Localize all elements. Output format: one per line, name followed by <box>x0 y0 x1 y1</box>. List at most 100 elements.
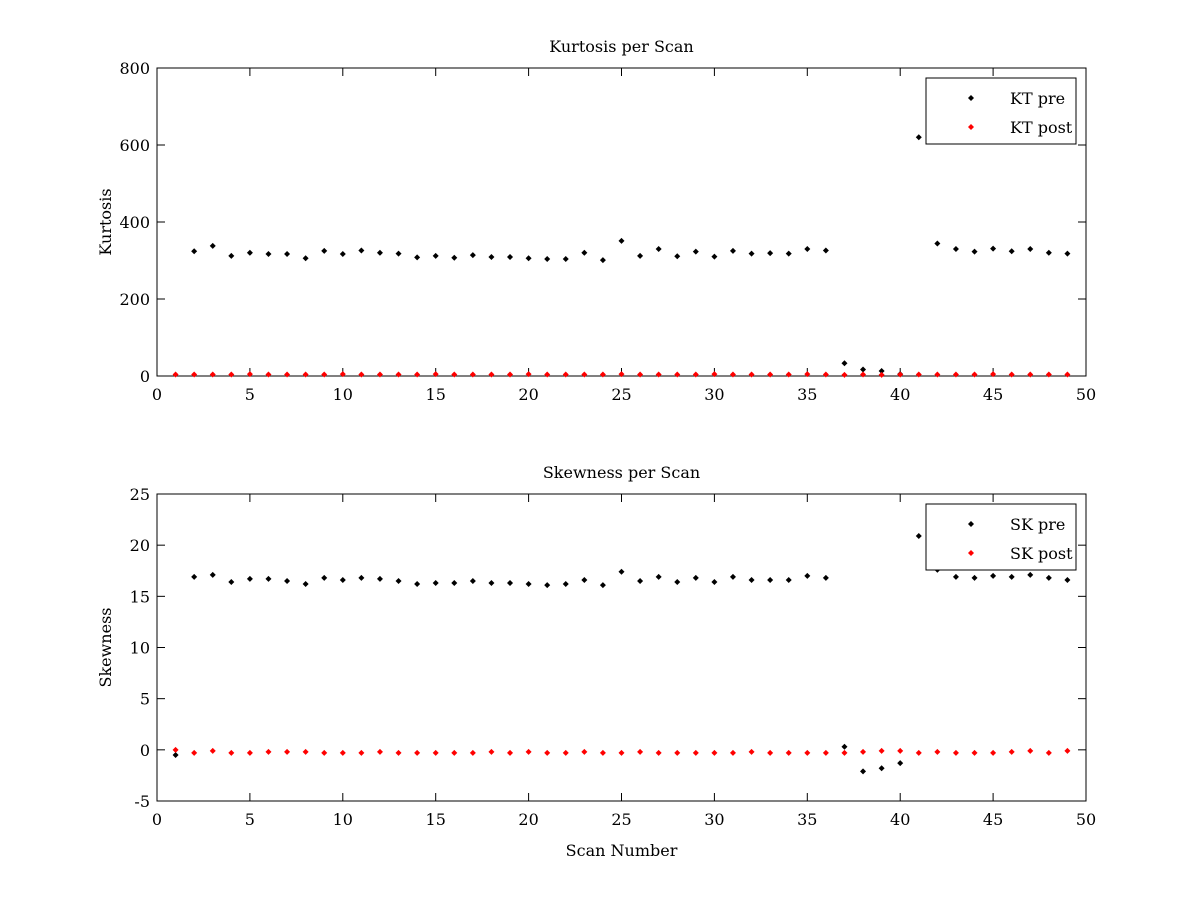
y-tick-label: 600 <box>119 136 150 155</box>
data-point <box>729 247 736 254</box>
data-point <box>952 749 959 756</box>
data-point <box>692 574 699 581</box>
data-point <box>339 371 346 378</box>
data-point <box>1045 749 1052 756</box>
x-tick-label: 0 <box>152 810 162 829</box>
data-point <box>246 371 253 378</box>
data-point <box>804 572 811 579</box>
x-tick-label: 15 <box>426 810 446 829</box>
data-point <box>674 749 681 756</box>
data-point <box>655 371 662 378</box>
data-point <box>302 581 309 588</box>
data-point <box>990 245 997 252</box>
x-tick-label: 25 <box>611 385 631 404</box>
data-point <box>376 371 383 378</box>
data-point <box>599 371 606 378</box>
series-sk-post <box>172 746 1071 756</box>
data-point <box>599 582 606 589</box>
data-point <box>228 579 235 586</box>
data-point <box>1008 371 1015 378</box>
data-point <box>729 573 736 580</box>
y-axis-label: Skewness <box>96 607 115 687</box>
data-point <box>376 249 383 256</box>
data-point <box>990 371 997 378</box>
x-tick-label: 15 <box>426 385 446 404</box>
data-point <box>414 371 421 378</box>
data-point <box>822 247 829 254</box>
data-point <box>822 574 829 581</box>
data-point <box>358 247 365 254</box>
data-point <box>860 366 867 373</box>
data-point <box>321 371 328 378</box>
x-tick-label: 5 <box>245 810 255 829</box>
x-tick-label: 20 <box>518 810 538 829</box>
data-point <box>637 748 644 755</box>
data-point <box>544 582 551 589</box>
x-tick-label: 50 <box>1076 385 1096 404</box>
y-axis-label: Kurtosis <box>96 188 115 255</box>
data-point <box>432 252 439 259</box>
data-point <box>507 749 514 756</box>
data-point <box>952 371 959 378</box>
data-point <box>637 252 644 259</box>
data-point <box>711 579 718 586</box>
data-point <box>395 577 402 584</box>
data-point <box>748 371 755 378</box>
data-point <box>878 747 885 754</box>
data-point <box>265 575 272 582</box>
y-tick-label: 15 <box>130 587 150 606</box>
y-tick-label: 10 <box>130 639 150 658</box>
chart-panel-1: 0 5 10 15 20 25 30 35 40 45 50 0 200 400 600 800 Kurtosi… <box>96 37 1096 404</box>
data-point <box>711 749 718 756</box>
data-point <box>1008 748 1015 755</box>
data-point <box>990 572 997 579</box>
data-point <box>599 749 606 756</box>
data-point <box>284 250 291 257</box>
data-point <box>1064 576 1071 583</box>
data-point <box>191 371 198 378</box>
data-point <box>191 749 198 756</box>
data-point <box>376 748 383 755</box>
data-point <box>395 749 402 756</box>
data-point <box>1045 574 1052 581</box>
data-point <box>655 573 662 580</box>
data-point <box>469 749 476 756</box>
data-point <box>451 371 458 378</box>
data-point <box>525 581 532 588</box>
data-point <box>934 240 941 247</box>
data-point <box>581 371 588 378</box>
x-tick-label: 0 <box>152 385 162 404</box>
data-point <box>692 371 699 378</box>
data-point <box>562 371 569 378</box>
data-point <box>934 371 941 378</box>
data-point <box>414 749 421 756</box>
data-point <box>897 371 904 378</box>
data-point <box>209 747 216 754</box>
data-point <box>915 749 922 756</box>
data-point <box>1008 248 1015 255</box>
data-point <box>1045 371 1052 378</box>
data-point <box>358 749 365 756</box>
data-point <box>674 253 681 260</box>
data-point <box>469 371 476 378</box>
y-tick-label: 20 <box>130 536 150 555</box>
data-point <box>1027 371 1034 378</box>
y-tick-label: 0 <box>140 367 150 386</box>
data-point <box>525 748 532 755</box>
chart-panel-2: 0 5 10 15 20 25 30 35 40 45 50-50510152025Skewness… <box>96 463 1096 860</box>
data-point <box>1064 371 1071 378</box>
data-point <box>618 568 625 575</box>
data-point <box>785 576 792 583</box>
data-point <box>1045 249 1052 256</box>
data-point <box>915 532 922 539</box>
data-point <box>358 574 365 581</box>
data-point <box>767 749 774 756</box>
data-point <box>785 749 792 756</box>
y-tick-label: 800 <box>119 59 150 78</box>
data-point <box>544 371 551 378</box>
data-point <box>525 255 532 262</box>
data-point <box>618 749 625 756</box>
x-tick-label: 50 <box>1076 810 1096 829</box>
data-point <box>209 571 216 578</box>
